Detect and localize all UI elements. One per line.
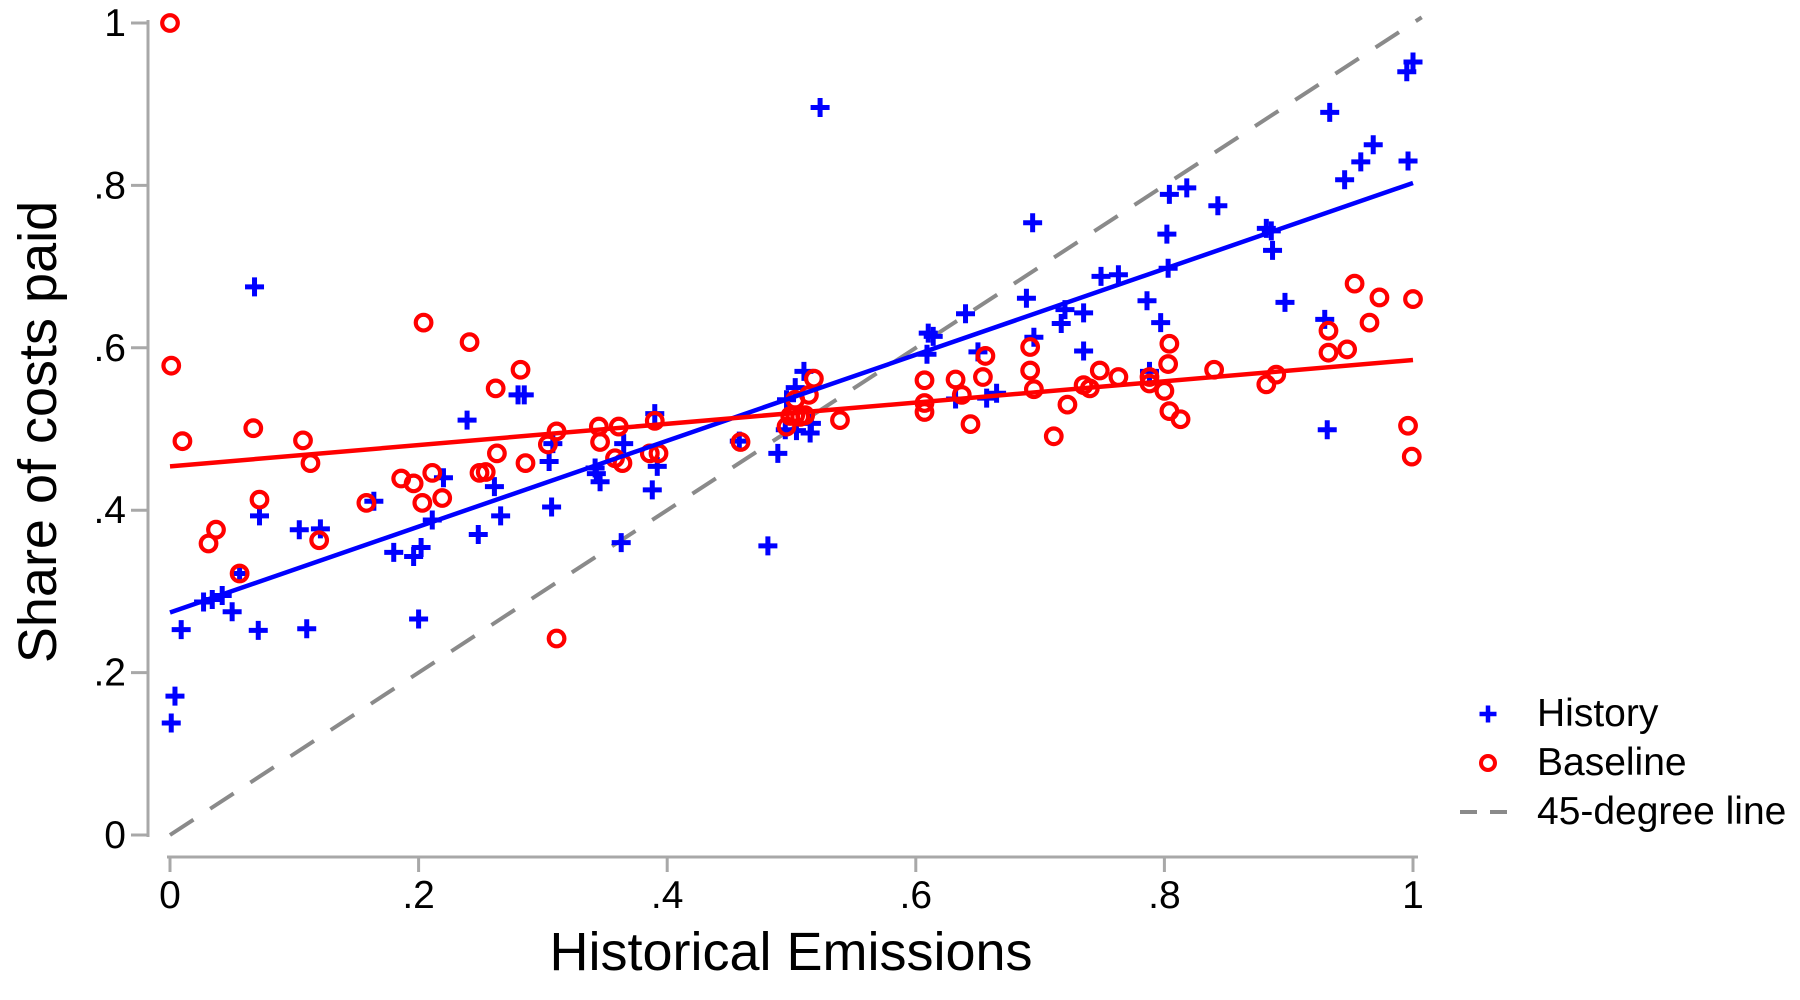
legend: History Baseline 45-degree line (1455, 689, 1787, 836)
svg-text:.2: .2 (402, 874, 435, 917)
svg-text:.8: .8 (93, 164, 126, 207)
legend-label-history: History (1537, 691, 1659, 735)
x-axis-title: Historical Emissions (549, 922, 1033, 982)
series-baseline (160, 13, 1423, 649)
svg-text:.4: .4 (651, 874, 684, 917)
svg-text:.2: .2 (93, 652, 126, 695)
svg-text:1: 1 (104, 2, 126, 45)
legend-item-history: History (1455, 689, 1785, 738)
svg-text:.8: .8 (1148, 874, 1181, 917)
y-axis: 0 .2 .4 .6 .8 1 (93, 2, 150, 857)
plus-marker-icon (1479, 705, 1497, 722)
svg-text:0: 0 (104, 814, 126, 857)
legend-item-45-degree-line: 45-degree line (1455, 787, 1787, 836)
dashed-line-icon (1460, 809, 1510, 814)
svg-text:.6: .6 (900, 874, 933, 917)
svg-text:.4: .4 (93, 489, 126, 532)
legend-item-baseline: Baseline (1455, 738, 1785, 787)
legend-label-45-degree-line: 45-degree line (1537, 789, 1787, 833)
svg-text:0: 0 (159, 874, 181, 917)
circle-marker-icon (1479, 753, 1497, 772)
legend-label-baseline: Baseline (1537, 740, 1687, 784)
y-axis-title: Share of costs paid (8, 200, 68, 664)
svg-text:1: 1 (1402, 874, 1424, 917)
x-axis: 0 .2 .4 .6 .8 1 (159, 855, 1424, 917)
svg-text:.6: .6 (93, 327, 126, 370)
fit-lines (169, 180, 1414, 615)
